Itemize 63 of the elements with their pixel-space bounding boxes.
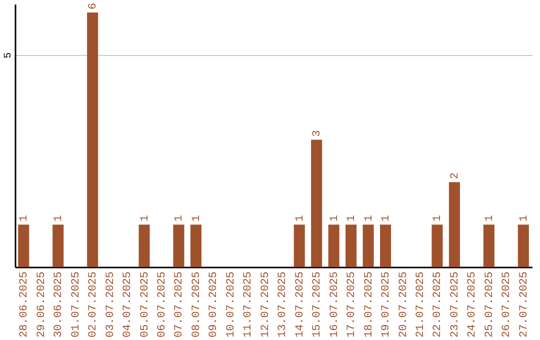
data-label: 1 [363,214,376,222]
data-label: 6 [88,2,100,10]
x-tick-label: 18.07.2025 [363,272,376,338]
x-tick-label: 02.07.2025 [88,272,100,338]
bar [311,140,322,267]
bar [18,224,30,267]
x-tick-label: 07.07.2025 [174,272,186,338]
x-tick-label: 20.07.2025 [398,272,410,338]
x-tick-label: 23.07.2025 [449,272,462,338]
data-label: 1 [18,214,31,222]
bar [448,182,460,267]
x-tick-label: 10.07.2025 [225,272,238,338]
bar [518,224,529,267]
y-tick-label: 5 [4,52,14,58]
x-tick-label: 13.07.2025 [277,272,290,338]
x-tick-label: 19.07.2025 [380,272,393,338]
x-tick-label: 27.07.2025 [518,272,530,338]
bar [328,224,340,267]
x-tick-label: 17.07.2025 [346,272,358,338]
bar [190,224,202,267]
x-tick-label: 24.07.2025 [466,272,479,338]
bar [173,224,184,267]
data-label: 1 [484,214,496,222]
x-tick-label: 14.07.2025 [294,272,306,338]
data-label: 1 [380,214,393,222]
data-label: 1 [139,214,152,222]
x-tick-label: 25.07.2025 [484,272,496,338]
bar [483,224,494,267]
data-label: 1 [518,214,530,222]
bar [52,224,64,267]
data-label: 1 [294,214,306,222]
bar [87,12,98,267]
x-tick-label: 22.07.2025 [432,272,444,338]
x-tick-label: 05.07.2025 [139,272,152,338]
x-tick-label: 26.07.2025 [501,272,514,338]
bar [294,224,305,267]
bar [380,224,392,267]
x-tick-label: 30.06.2025 [53,272,66,338]
x-tick-label: 16.07.2025 [328,272,341,338]
x-tick-label: 21.07.2025 [414,272,427,338]
data-label: 3 [312,130,324,137]
bar [362,224,374,267]
bar [346,224,357,267]
x-tick-label: 11.07.2025 [242,272,255,338]
data-label: 1 [432,214,444,222]
x-tick-label: 06.07.2025 [156,272,168,338]
data-label: 1 [53,214,66,222]
bar [138,224,150,267]
data-label: 1 [174,214,186,222]
x-tick-label: 03.07.2025 [104,272,117,338]
x-tick-label: 15.07.2025 [312,272,324,338]
x-tick-label: 12.07.2025 [260,272,272,338]
x-tick-label: 01.07.2025 [70,272,82,338]
x-tick-label: 09.07.2025 [208,272,220,338]
data-label: 2 [449,172,462,180]
data-label: 1 [190,214,203,222]
x-tick-label: 29.06.2025 [36,272,48,338]
bar [432,224,443,267]
x-tick-label: 08.07.2025 [190,272,203,338]
x-tick-label: 04.07.2025 [122,272,134,338]
data-label: 1 [328,214,341,222]
x-tick-label: 28.06.2025 [18,272,31,338]
data-label: 1 [346,214,358,222]
